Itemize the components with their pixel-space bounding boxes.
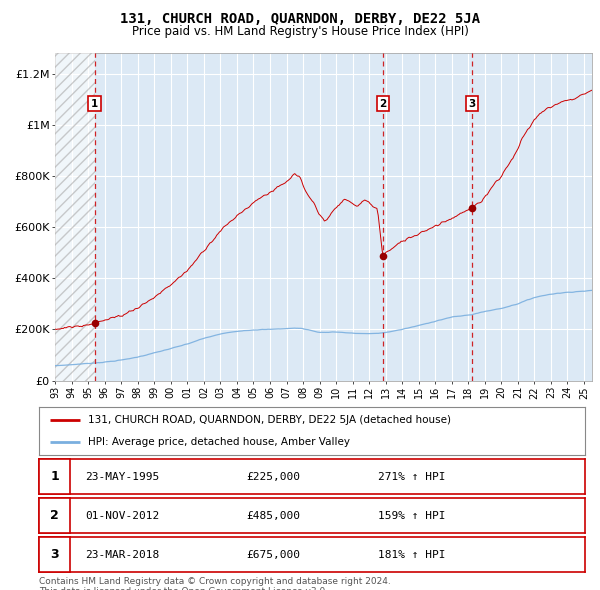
Text: 1: 1 [91,99,98,109]
Text: 159% ↑ HPI: 159% ↑ HPI [377,511,445,520]
Text: HPI: Average price, detached house, Amber Valley: HPI: Average price, detached house, Ambe… [88,437,350,447]
Text: 131, CHURCH ROAD, QUARNDON, DERBY, DE22 5JA: 131, CHURCH ROAD, QUARNDON, DERBY, DE22 … [120,12,480,26]
Text: 3: 3 [50,548,59,561]
Text: 23-MAR-2018: 23-MAR-2018 [85,550,160,559]
Text: 181% ↑ HPI: 181% ↑ HPI [377,550,445,559]
Text: 271% ↑ HPI: 271% ↑ HPI [377,472,445,481]
Text: £485,000: £485,000 [247,511,301,520]
Text: 3: 3 [468,99,476,109]
Text: Contains HM Land Registry data © Crown copyright and database right 2024.
This d: Contains HM Land Registry data © Crown c… [39,577,391,590]
Text: 01-NOV-2012: 01-NOV-2012 [85,511,160,520]
Bar [55,53,95,381]
Text: £225,000: £225,000 [247,472,301,481]
Text: Price paid vs. HM Land Registry's House Price Index (HPI): Price paid vs. HM Land Registry's House … [131,25,469,38]
Text: 23-MAY-1995: 23-MAY-1995 [85,472,160,481]
Text: 2: 2 [379,99,386,109]
Text: 131, CHURCH ROAD, QUARNDON, DERBY, DE22 5JA (detached house): 131, CHURCH ROAD, QUARNDON, DERBY, DE22 … [88,415,451,425]
Text: £675,000: £675,000 [247,550,301,559]
Text: 2: 2 [50,509,59,522]
Text: 1: 1 [50,470,59,483]
